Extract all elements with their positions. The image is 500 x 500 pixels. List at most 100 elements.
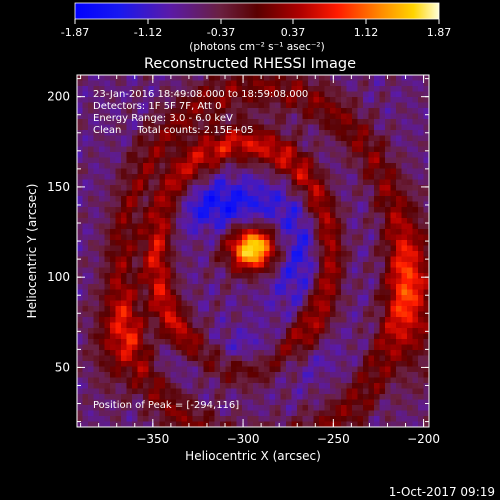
heatmap-cell (121, 388, 127, 395)
heatmap-cell (258, 328, 265, 334)
heatmap-cell (390, 328, 397, 334)
heatmap-cell (132, 229, 138, 235)
heatmap-cell (264, 80, 270, 87)
heatmap-cell (220, 108, 226, 114)
heatmap-cell (99, 207, 105, 213)
heatmap-cell (93, 317, 100, 323)
heatmap-cell (115, 262, 122, 268)
heatmap-cell (379, 146, 386, 153)
heatmap-cell (335, 339, 342, 345)
heatmap-cell (330, 388, 336, 395)
heatmap-cell (225, 306, 232, 312)
heatmap-cell (176, 300, 182, 307)
heatmap-cell (110, 256, 116, 263)
heatmap-cell (258, 350, 265, 356)
heatmap-cell (264, 223, 270, 230)
heatmap-cell (346, 251, 353, 257)
heatmap-cell (407, 350, 413, 356)
heatmap-cell (99, 124, 105, 131)
heatmap-cell (291, 119, 298, 125)
heatmap-cell (352, 328, 358, 334)
heatmap-cell (319, 339, 325, 345)
heatmap-cell (363, 311, 369, 318)
heatmap-cell (242, 383, 248, 389)
heatmap-cell (275, 207, 281, 213)
heatmap-cell (385, 108, 391, 114)
heatmap-cell (363, 322, 369, 329)
heatmap-cell (115, 311, 122, 318)
heatmap-cell (357, 322, 364, 329)
heatmap-cell (291, 284, 298, 290)
heatmap-cell (396, 289, 402, 296)
heatmap-cell (148, 91, 155, 98)
heatmap-cell (269, 284, 276, 290)
heatmap-cell (181, 97, 188, 103)
heatmap-cell (297, 190, 303, 197)
heatmap-cell (88, 251, 94, 257)
heatmap-cell (220, 262, 226, 268)
heatmap-cell (346, 311, 353, 318)
heatmap-cell (82, 91, 89, 98)
heatmap-cell (280, 377, 287, 384)
heatmap-cell (181, 300, 188, 307)
heatmap-cell (324, 372, 331, 378)
heatmap-cell (368, 421, 375, 428)
heatmap-cell (187, 267, 193, 274)
heatmap-cell (242, 311, 248, 318)
heatmap-cell (264, 405, 270, 411)
heatmap-cell (110, 273, 116, 279)
heatmap-cell (88, 262, 94, 268)
heatmap-cell (368, 300, 375, 307)
heatmap-cell (385, 124, 391, 131)
heatmap-cell (264, 262, 270, 268)
heatmap-cell (137, 207, 144, 213)
heatmap-cell (418, 355, 424, 362)
heatmap-cell (253, 262, 259, 268)
heatmap-cell (176, 328, 182, 334)
heatmap-cell (181, 91, 188, 98)
heatmap-cell (198, 97, 204, 103)
heatmap-cell (77, 234, 83, 241)
heatmap-cell (258, 207, 265, 213)
heatmap-cell (313, 113, 320, 120)
heatmap-cell (280, 86, 287, 92)
heatmap-cell (269, 190, 276, 197)
heatmap-cell (82, 223, 89, 230)
heatmap-cell (280, 405, 287, 411)
heatmap-cell (264, 289, 270, 296)
heatmap-cell (352, 333, 358, 340)
heatmap-cell (82, 394, 89, 400)
heatmap-cell (264, 350, 270, 356)
heatmap-cell (264, 322, 270, 329)
heatmap-cell (363, 366, 369, 373)
heatmap-cell (374, 135, 380, 142)
heatmap-cell (99, 97, 105, 103)
heatmap-cell (220, 234, 226, 241)
heatmap-cell (291, 333, 298, 340)
heatmap-cell (187, 306, 193, 312)
heatmap-cell (198, 421, 204, 428)
heatmap-cell (82, 124, 89, 131)
heatmap-cell (330, 289, 336, 296)
heatmap-cell (132, 179, 138, 186)
heatmap-cell (137, 256, 144, 263)
heatmap-cell (247, 251, 254, 257)
heatmap-cell (275, 421, 281, 428)
heatmap-cell (308, 284, 314, 290)
heatmap-cell (148, 284, 155, 290)
heatmap-cell (352, 229, 358, 235)
heatmap-cell (313, 135, 320, 142)
heatmap-cell (423, 163, 430, 169)
heatmap-cell (198, 256, 204, 263)
heatmap-cell (176, 333, 182, 340)
heatmap-cell (110, 102, 116, 109)
heatmap-cell (297, 91, 303, 98)
heatmap-cell (220, 124, 226, 131)
heatmap-cell (148, 97, 155, 103)
heatmap-cell (412, 273, 419, 279)
heatmap-cell (423, 190, 430, 197)
heatmap-cell (280, 163, 287, 169)
heatmap-cell (390, 383, 397, 389)
heatmap-cell (231, 190, 237, 197)
